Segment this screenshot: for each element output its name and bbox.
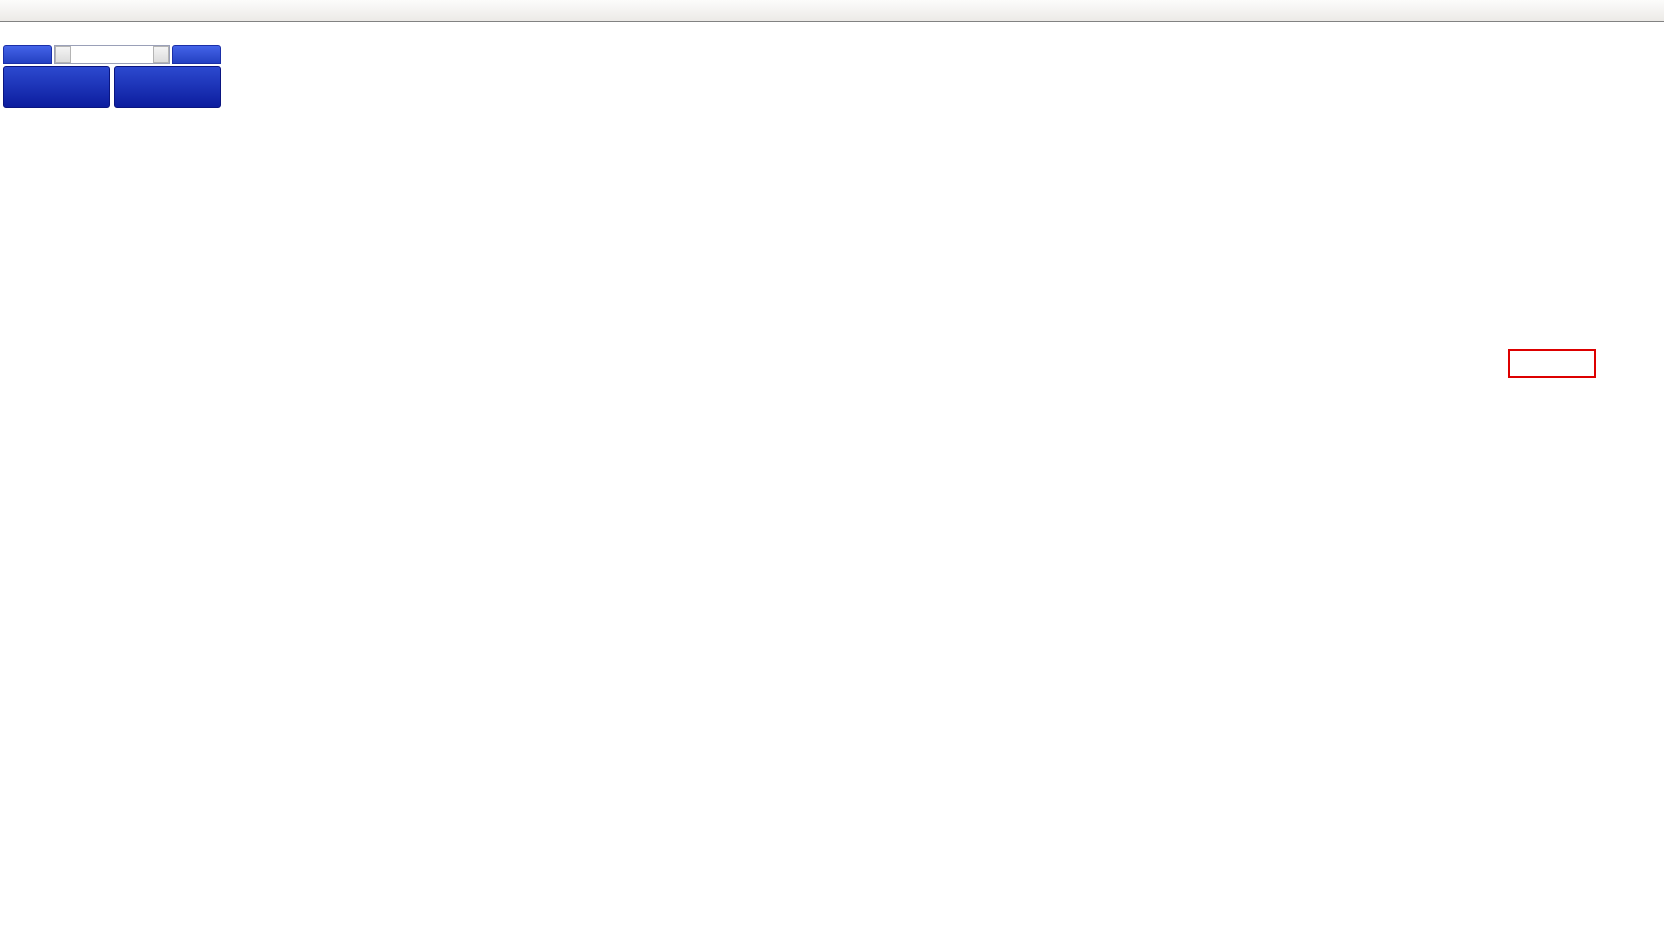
volume-up-button[interactable] [153, 46, 169, 63]
macd-label [5, 583, 10, 595]
volume-stepper [54, 45, 170, 64]
buy-price-button[interactable] [114, 66, 221, 108]
rsi-label [5, 753, 10, 765]
one-click-trading-panel [3, 45, 221, 108]
price-callout-box[interactable] [1508, 349, 1596, 378]
sell-price-button[interactable] [3, 66, 110, 108]
volume-down-button[interactable] [55, 46, 71, 63]
sell-button[interactable] [3, 45, 52, 64]
toolbar [0, 0, 1664, 22]
buy-button[interactable] [172, 45, 221, 64]
volume-input[interactable] [71, 46, 153, 63]
